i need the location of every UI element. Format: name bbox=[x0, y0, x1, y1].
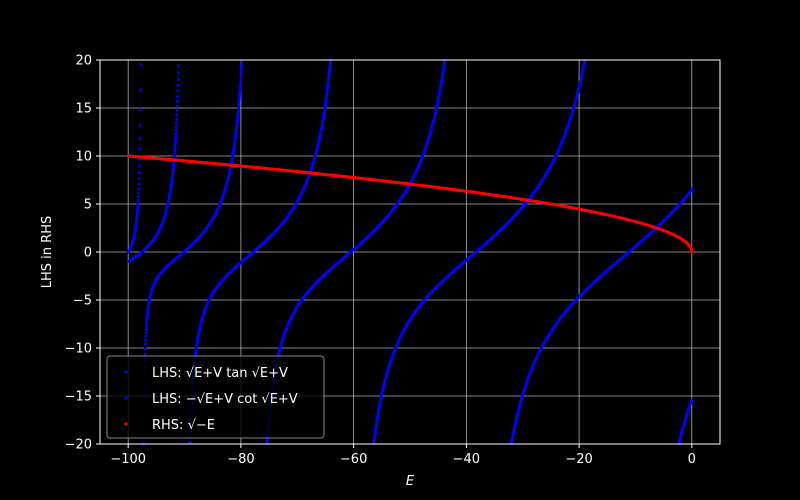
x-tick-label: 0 bbox=[688, 452, 696, 467]
legend: LHS: √E+V tan √E+V LHS: −√E+V cot √E+V RHS… bbox=[106, 355, 325, 439]
x-tick-label: −80 bbox=[227, 452, 254, 467]
series-2 bbox=[126, 58, 694, 446]
x-tick-label: −40 bbox=[453, 452, 480, 467]
series-points bbox=[126, 59, 694, 446]
legend-marker bbox=[124, 370, 128, 374]
ticks: −100 −80 −60 −40 −20 0 −20 −15 −10 −5 0 5 10 15 20 bbox=[65, 54, 696, 468]
legend-marker bbox=[124, 396, 128, 400]
x-tick-label: −100 bbox=[110, 452, 146, 467]
y-tick-label: 10 bbox=[75, 150, 92, 165]
legend-box bbox=[106, 355, 325, 439]
x-tick-label: −20 bbox=[565, 452, 592, 467]
y-tick-label: 0 bbox=[84, 246, 92, 261]
y-tick-label: 5 bbox=[84, 198, 92, 213]
y-axis-label: LHS in RHS bbox=[40, 216, 55, 288]
series-1 bbox=[126, 59, 694, 446]
y-tick-label: −15 bbox=[65, 390, 92, 405]
series-3 bbox=[126, 154, 694, 254]
x-tick-label: −60 bbox=[340, 452, 367, 467]
y-tick-label: 20 bbox=[75, 54, 92, 69]
series-points bbox=[126, 58, 694, 446]
legend-marker bbox=[124, 422, 128, 426]
legend-entry: LHS: √E+V tan √E+V bbox=[152, 366, 288, 381]
plot-area bbox=[126, 58, 694, 446]
series-points bbox=[126, 154, 694, 254]
legend-entry: RHS: √−E bbox=[152, 418, 215, 433]
y-tick-label: −10 bbox=[65, 342, 92, 357]
y-tick-label: −5 bbox=[73, 294, 92, 309]
legend-entry: LHS: −√E+V cot √E+V bbox=[152, 392, 298, 407]
y-tick-label: −20 bbox=[65, 438, 92, 453]
y-tick-label: 15 bbox=[75, 102, 92, 117]
x-axis-label: E bbox=[406, 474, 415, 489]
